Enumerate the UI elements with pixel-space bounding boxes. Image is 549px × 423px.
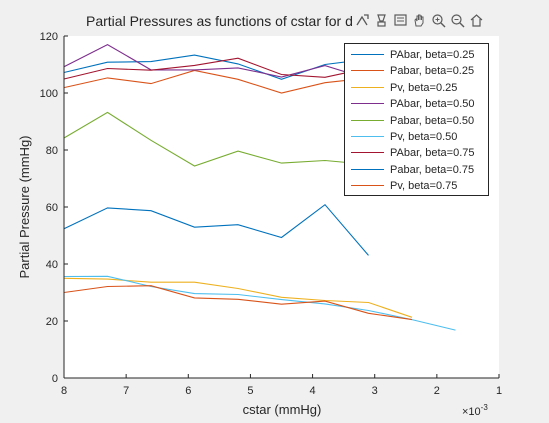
legend-label: PAbar, beta=0.50 <box>390 98 475 111</box>
x-tick-label: 6 <box>185 385 191 397</box>
data-tips-icon[interactable] <box>392 11 409 30</box>
x-tick-label: 7 <box>123 385 129 397</box>
y-tick-label: 40 <box>46 259 58 271</box>
tick-labels: 8 7 6 5 4 3 2 1 0 20 40 60 80 100 120 <box>40 31 502 397</box>
y-tick-label: 80 <box>46 145 58 157</box>
series-line-4 <box>63 43 369 80</box>
axes-frame <box>63 35 500 379</box>
legend-label: Pv, beta=0.75 <box>390 180 458 193</box>
chart-title: Partial Pressures as functions of cstar … <box>86 13 353 29</box>
home-icon[interactable] <box>468 11 485 30</box>
legend-item[interactable]: Pabar, beta=0.75 <box>345 162 490 178</box>
legend-item[interactable]: PAbar, beta=0.50 <box>345 96 490 112</box>
legend-swatch <box>351 185 384 187</box>
y-axis-label: Partial Pressure (mmHg) <box>17 135 32 278</box>
export-icon[interactable] <box>354 11 371 30</box>
legend-label: Pv, beta=0.25 <box>390 81 458 94</box>
series-line-7 <box>63 57 369 80</box>
x-tick-label: 3 <box>372 385 378 397</box>
legend-swatch <box>351 119 384 121</box>
x-axis-label: cstar (mmHg) <box>243 402 322 417</box>
y-tick-label: 20 <box>46 316 58 328</box>
zoom-out-icon[interactable] <box>449 11 466 30</box>
x-tick-label: 8 <box>61 385 67 397</box>
legend-item[interactable]: PAbar, beta=0.75 <box>345 145 490 161</box>
legend-item[interactable]: Pabar, beta=0.25 <box>345 63 490 79</box>
legend-item[interactable]: Pabar, beta=0.50 <box>345 113 490 129</box>
x-tick-label: 1 <box>496 385 502 397</box>
x-axis-exponent: ×10-3 <box>462 403 488 418</box>
series-line-6 <box>63 275 456 331</box>
chart-legend[interactable]: PAbar, beta=0.25 Pabar, beta=0.25 Pv, beta… <box>344 43 489 196</box>
legend-label: Pabar, beta=0.75 <box>390 163 475 176</box>
legend-item[interactable]: Pv, beta=0.50 <box>345 129 490 145</box>
y-tick-label: 120 <box>40 31 58 43</box>
x-tick-label: 4 <box>310 385 316 397</box>
zoom-in-icon[interactable] <box>430 11 447 30</box>
legend-label: Pabar, beta=0.25 <box>390 65 475 78</box>
series-line-2 <box>63 69 369 94</box>
legend-swatch <box>351 103 384 105</box>
series-line-5 <box>63 111 369 167</box>
axes-toolbar <box>354 8 485 32</box>
y-tick-label: 60 <box>46 202 58 214</box>
pan-hand-icon[interactable] <box>411 11 428 30</box>
legend-item[interactable]: PAbar, beta=0.25 <box>345 47 490 63</box>
legend-swatch <box>351 70 384 72</box>
series-line-9 <box>63 285 413 321</box>
legend-item[interactable]: Pv, beta=0.75 <box>345 178 490 194</box>
legend-swatch <box>351 54 384 55</box>
legend-swatch <box>351 168 384 170</box>
series-line-8 <box>63 203 369 256</box>
legend-swatch <box>351 86 384 88</box>
legend-label: Pabar, beta=0.50 <box>390 114 475 127</box>
legend-swatch <box>351 152 384 154</box>
legend-item[interactable]: Pv, beta=0.25 <box>345 80 490 96</box>
legend-label: PAbar, beta=0.25 <box>390 49 475 61</box>
x-tick-label: 2 <box>434 385 440 397</box>
brush-icon[interactable] <box>373 11 390 30</box>
y-tick-label: 100 <box>40 88 58 100</box>
legend-swatch <box>351 136 384 137</box>
x-tick-label: 5 <box>247 385 253 397</box>
legend-label: Pv, beta=0.50 <box>390 131 458 143</box>
plot-lines <box>63 43 456 331</box>
y-tick-label: 0 <box>52 373 58 385</box>
legend-label: PAbar, beta=0.75 <box>390 147 475 160</box>
